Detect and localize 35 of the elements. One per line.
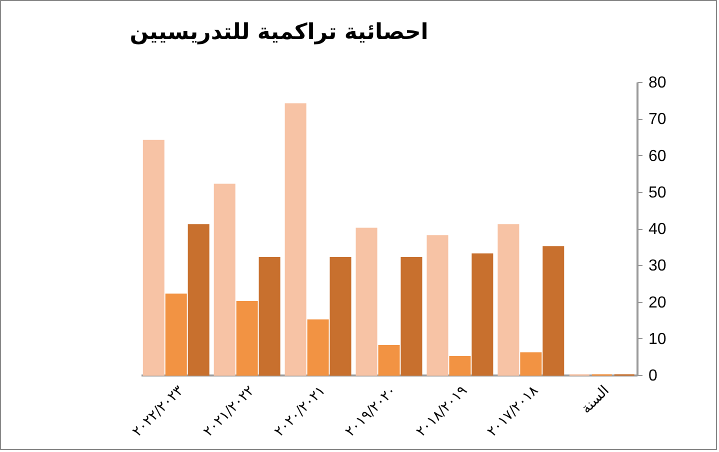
x-tick-label: ٢٠١٨/٢٠١٩ [413,382,471,440]
y-tick-label: 80 [648,74,666,92]
bar [356,228,378,376]
bar [258,257,280,376]
y-tick-label: 30 [648,258,666,275]
y-tick-label: 20 [648,294,666,312]
bar [165,294,187,376]
bar [426,235,448,376]
bar [449,356,471,376]
bar [472,253,494,376]
x-tick-label: ٢٠٢١/٢٠٢٢ [200,382,258,440]
x-tick-label: ٢٠٢٢/٢٠٢٣ [130,382,188,440]
bar [307,319,329,376]
bar [142,140,164,376]
y-tick-label: 10 [648,330,666,348]
bar [188,224,210,376]
bar [214,184,236,376]
bar [236,301,258,376]
bar [284,103,306,376]
x-tick-label: ٢٠٢٠/٢٠٢١ [271,382,329,440]
y-tick-label: 70 [648,111,666,128]
bar [520,352,542,376]
y-tick-label: 40 [648,221,666,238]
bar [400,257,422,376]
bar [330,257,352,376]
bar [378,344,400,376]
bar [542,246,564,376]
x-tick-label: ٢٠١٧/٢٠١٨ [484,382,542,440]
y-tick-label: 0 [648,368,658,384]
x-tick-label: ٢٠١٩/٢٠٢٠ [342,382,400,440]
bar [498,224,520,376]
chart-title: احصائية تراكمية للتدريسيين [130,20,428,45]
y-tick-label: 60 [648,148,666,165]
y-tick-label: 50 [648,184,666,202]
x-tick-label: السنة [578,382,612,417]
